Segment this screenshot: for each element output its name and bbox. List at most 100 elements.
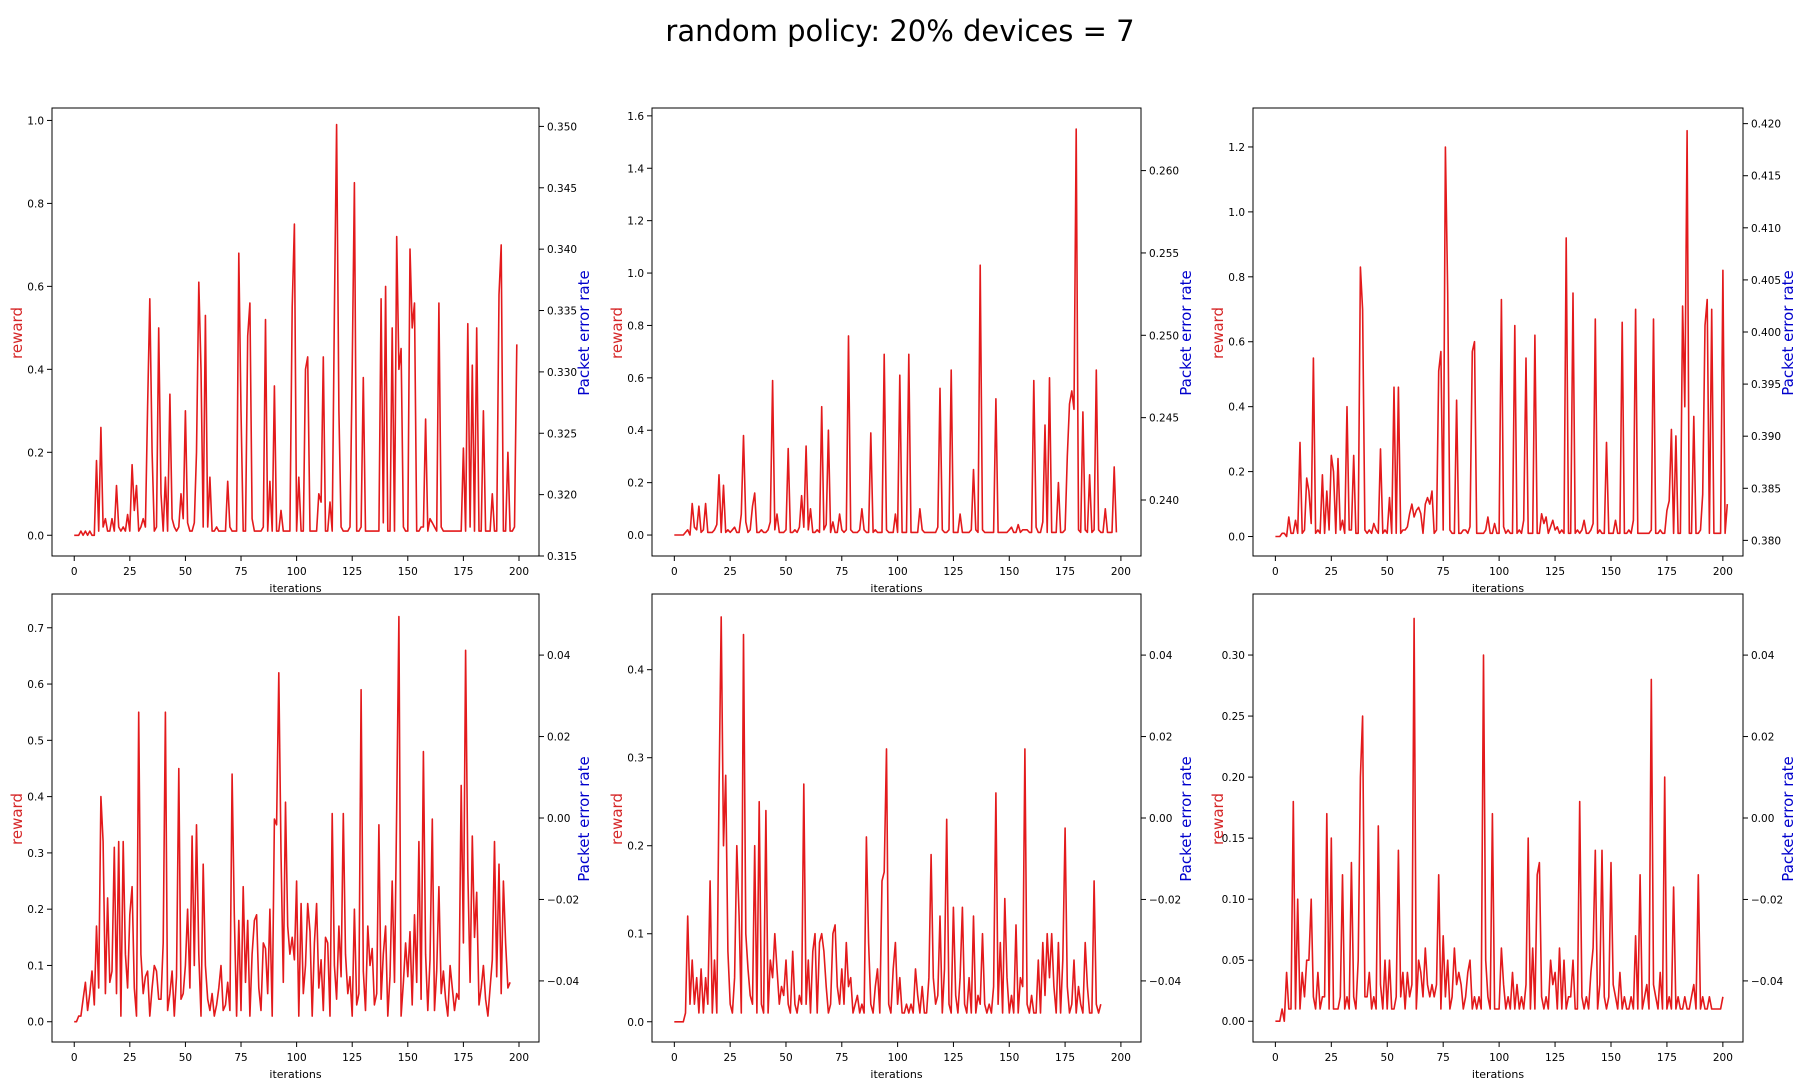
y-tick-label: 0.00	[1222, 1016, 1245, 1028]
y-right-tick-label: 0.385	[1751, 483, 1781, 495]
x-tick-label: 125	[943, 1052, 963, 1064]
x-tick-label: 100	[1489, 566, 1509, 578]
y-right-tick-label: 0.00	[1751, 813, 1774, 825]
y-tick-label: 0.4	[1228, 402, 1245, 414]
x-tick-label: 25	[1325, 1052, 1338, 1064]
x-tick-label: 100	[1489, 1052, 1509, 1064]
y-right-axis-label: Packet error rate	[1177, 270, 1195, 395]
y-right-axis-label: Packet error rate	[1177, 756, 1195, 881]
y-right-tick-label: 0.345	[547, 183, 577, 195]
y-tick-label: 0.5	[27, 735, 44, 747]
y-tick-label: 0.3	[627, 753, 644, 765]
y-tick-label: 0.0	[27, 1017, 44, 1029]
x-axis-label: iterations	[870, 1068, 922, 1080]
x-tick-label: 175	[1055, 566, 1075, 578]
y-right-axis-label: Packet error rate	[575, 270, 593, 395]
reward-series-line	[674, 128, 1118, 536]
y-tick-label: 0.6	[27, 281, 44, 293]
x-tick-label: 75	[835, 566, 848, 578]
plot-frame	[51, 107, 540, 557]
y-right-tick-label: 0.04	[547, 650, 571, 662]
y-axis-label: reward	[8, 793, 26, 845]
x-tick-label: 150	[398, 1052, 418, 1064]
y-right-tick-label: 0.260	[1149, 166, 1179, 178]
x-tick-label: 75	[1436, 566, 1449, 578]
x-tick-label: 150	[398, 566, 418, 578]
y-right-tick-label: 0.255	[1149, 248, 1179, 260]
y-right-tick-label: −0.02	[1149, 894, 1181, 906]
y-tick-label: 0.4	[27, 792, 44, 804]
y-right-tick-label: −0.02	[1751, 894, 1783, 906]
x-tick-label: 125	[1545, 1052, 1565, 1064]
reward-series-line	[1275, 129, 1729, 538]
x-tick-label: 125	[342, 566, 362, 578]
x-tick-label: 100	[287, 566, 307, 578]
x-tick-label: 25	[723, 566, 736, 578]
x-tick-label: 75	[234, 566, 247, 578]
x-tick-label: 150	[999, 1052, 1019, 1064]
y-tick-label: 0.2	[27, 447, 44, 459]
x-tick-label: 150	[999, 566, 1019, 578]
x-tick-label: 100	[888, 1052, 908, 1064]
subplot-1: 0 25 50 75 100 125 150 175 200 0.0 0.2 0.4 0.6 0.8 1.0…	[8, 107, 593, 595]
y-axis-label: reward	[8, 307, 26, 359]
y-tick-label: 0.8	[1228, 272, 1245, 284]
plot-frame	[651, 107, 1142, 557]
x-tick-label: 25	[123, 1052, 136, 1064]
x-tick-label: 200	[509, 566, 529, 578]
x-axis-label: iterations	[1472, 1068, 1524, 1080]
x-tick-label: 0	[71, 1052, 78, 1064]
y-right-tick-label: 0.00	[547, 813, 570, 825]
y-right-tick-label: −0.04	[1149, 976, 1181, 988]
y-tick-label: 0.10	[1222, 894, 1245, 906]
x-tick-label: 175	[1657, 566, 1677, 578]
x-tick-label: 25	[723, 1052, 736, 1064]
y-right-tick-label: −0.04	[1751, 976, 1783, 988]
y-tick-label: 1.2	[627, 216, 644, 228]
x-tick-label: 125	[342, 1052, 362, 1064]
y-tick-label: 0.30	[1222, 650, 1245, 662]
x-tick-label: 200	[1713, 566, 1733, 578]
x-axis-label: iterations	[269, 582, 321, 595]
y-right-tick-label: 0.380	[1751, 535, 1781, 547]
x-tick-label: 0	[671, 1052, 678, 1064]
x-tick-label: 25	[1325, 566, 1338, 578]
x-tick-label: 175	[453, 566, 473, 578]
y-tick-label: 0.2	[627, 841, 644, 853]
x-tick-label: 125	[1545, 566, 1565, 578]
y-right-tick-label: 0.335	[547, 306, 577, 318]
y-right-tick-label: 0.02	[1149, 732, 1172, 744]
y-tick-label: 0.7	[27, 623, 44, 635]
y-tick-label: 1.4	[627, 163, 644, 175]
y-right-tick-label: 0.00	[1149, 813, 1172, 825]
y-tick-label: 0.1	[627, 929, 644, 941]
x-tick-label: 50	[1381, 1052, 1394, 1064]
y-tick-label: 0.4	[627, 665, 644, 677]
y-right-tick-label: 0.02	[547, 732, 570, 744]
subplot-5: 0 25 50 75 100 125 150 175 200 0.0 0.1 0.2 0.3 0.4 −0.…	[608, 593, 1195, 1080]
x-tick-label: 0	[71, 566, 78, 578]
y-tick-label: 0.2	[1228, 467, 1245, 479]
figure-title: random policy: 20% devices = 7	[665, 14, 1135, 48]
subplot-4: 0 25 50 75 100 125 150 175 200 0.0 0.1 0.2 0.3 0.4 0.5…	[8, 593, 593, 1080]
x-axis-label: iterations	[269, 1068, 321, 1080]
reward-series-line	[674, 616, 1102, 1023]
x-tick-label: 50	[779, 566, 792, 578]
y-tick-label: 0.25	[1222, 711, 1245, 723]
x-tick-label: 75	[234, 1052, 247, 1064]
subplot-2: 0 25 50 75 100 125 150 175 200 0.0 0.2 0.4 0.6 0.8 1.0…	[608, 107, 1195, 595]
x-tick-label: 0	[1272, 566, 1279, 578]
y-right-tick-label: 0.400	[1751, 327, 1781, 339]
y-tick-label: 0.0	[627, 530, 644, 542]
y-right-tick-label: 0.02	[1751, 732, 1774, 744]
y-right-tick-label: 0.420	[1751, 119, 1781, 131]
x-tick-label: 100	[888, 566, 908, 578]
y-right-tick-label: 0.320	[547, 490, 577, 502]
y-tick-label: 0.6	[27, 679, 44, 691]
x-tick-label: 200	[509, 1052, 529, 1064]
y-axis-label: reward	[608, 307, 626, 359]
y-axis-label: reward	[1209, 307, 1227, 359]
x-tick-label: 100	[287, 1052, 307, 1064]
y-tick-label: 1.0	[1228, 207, 1245, 219]
